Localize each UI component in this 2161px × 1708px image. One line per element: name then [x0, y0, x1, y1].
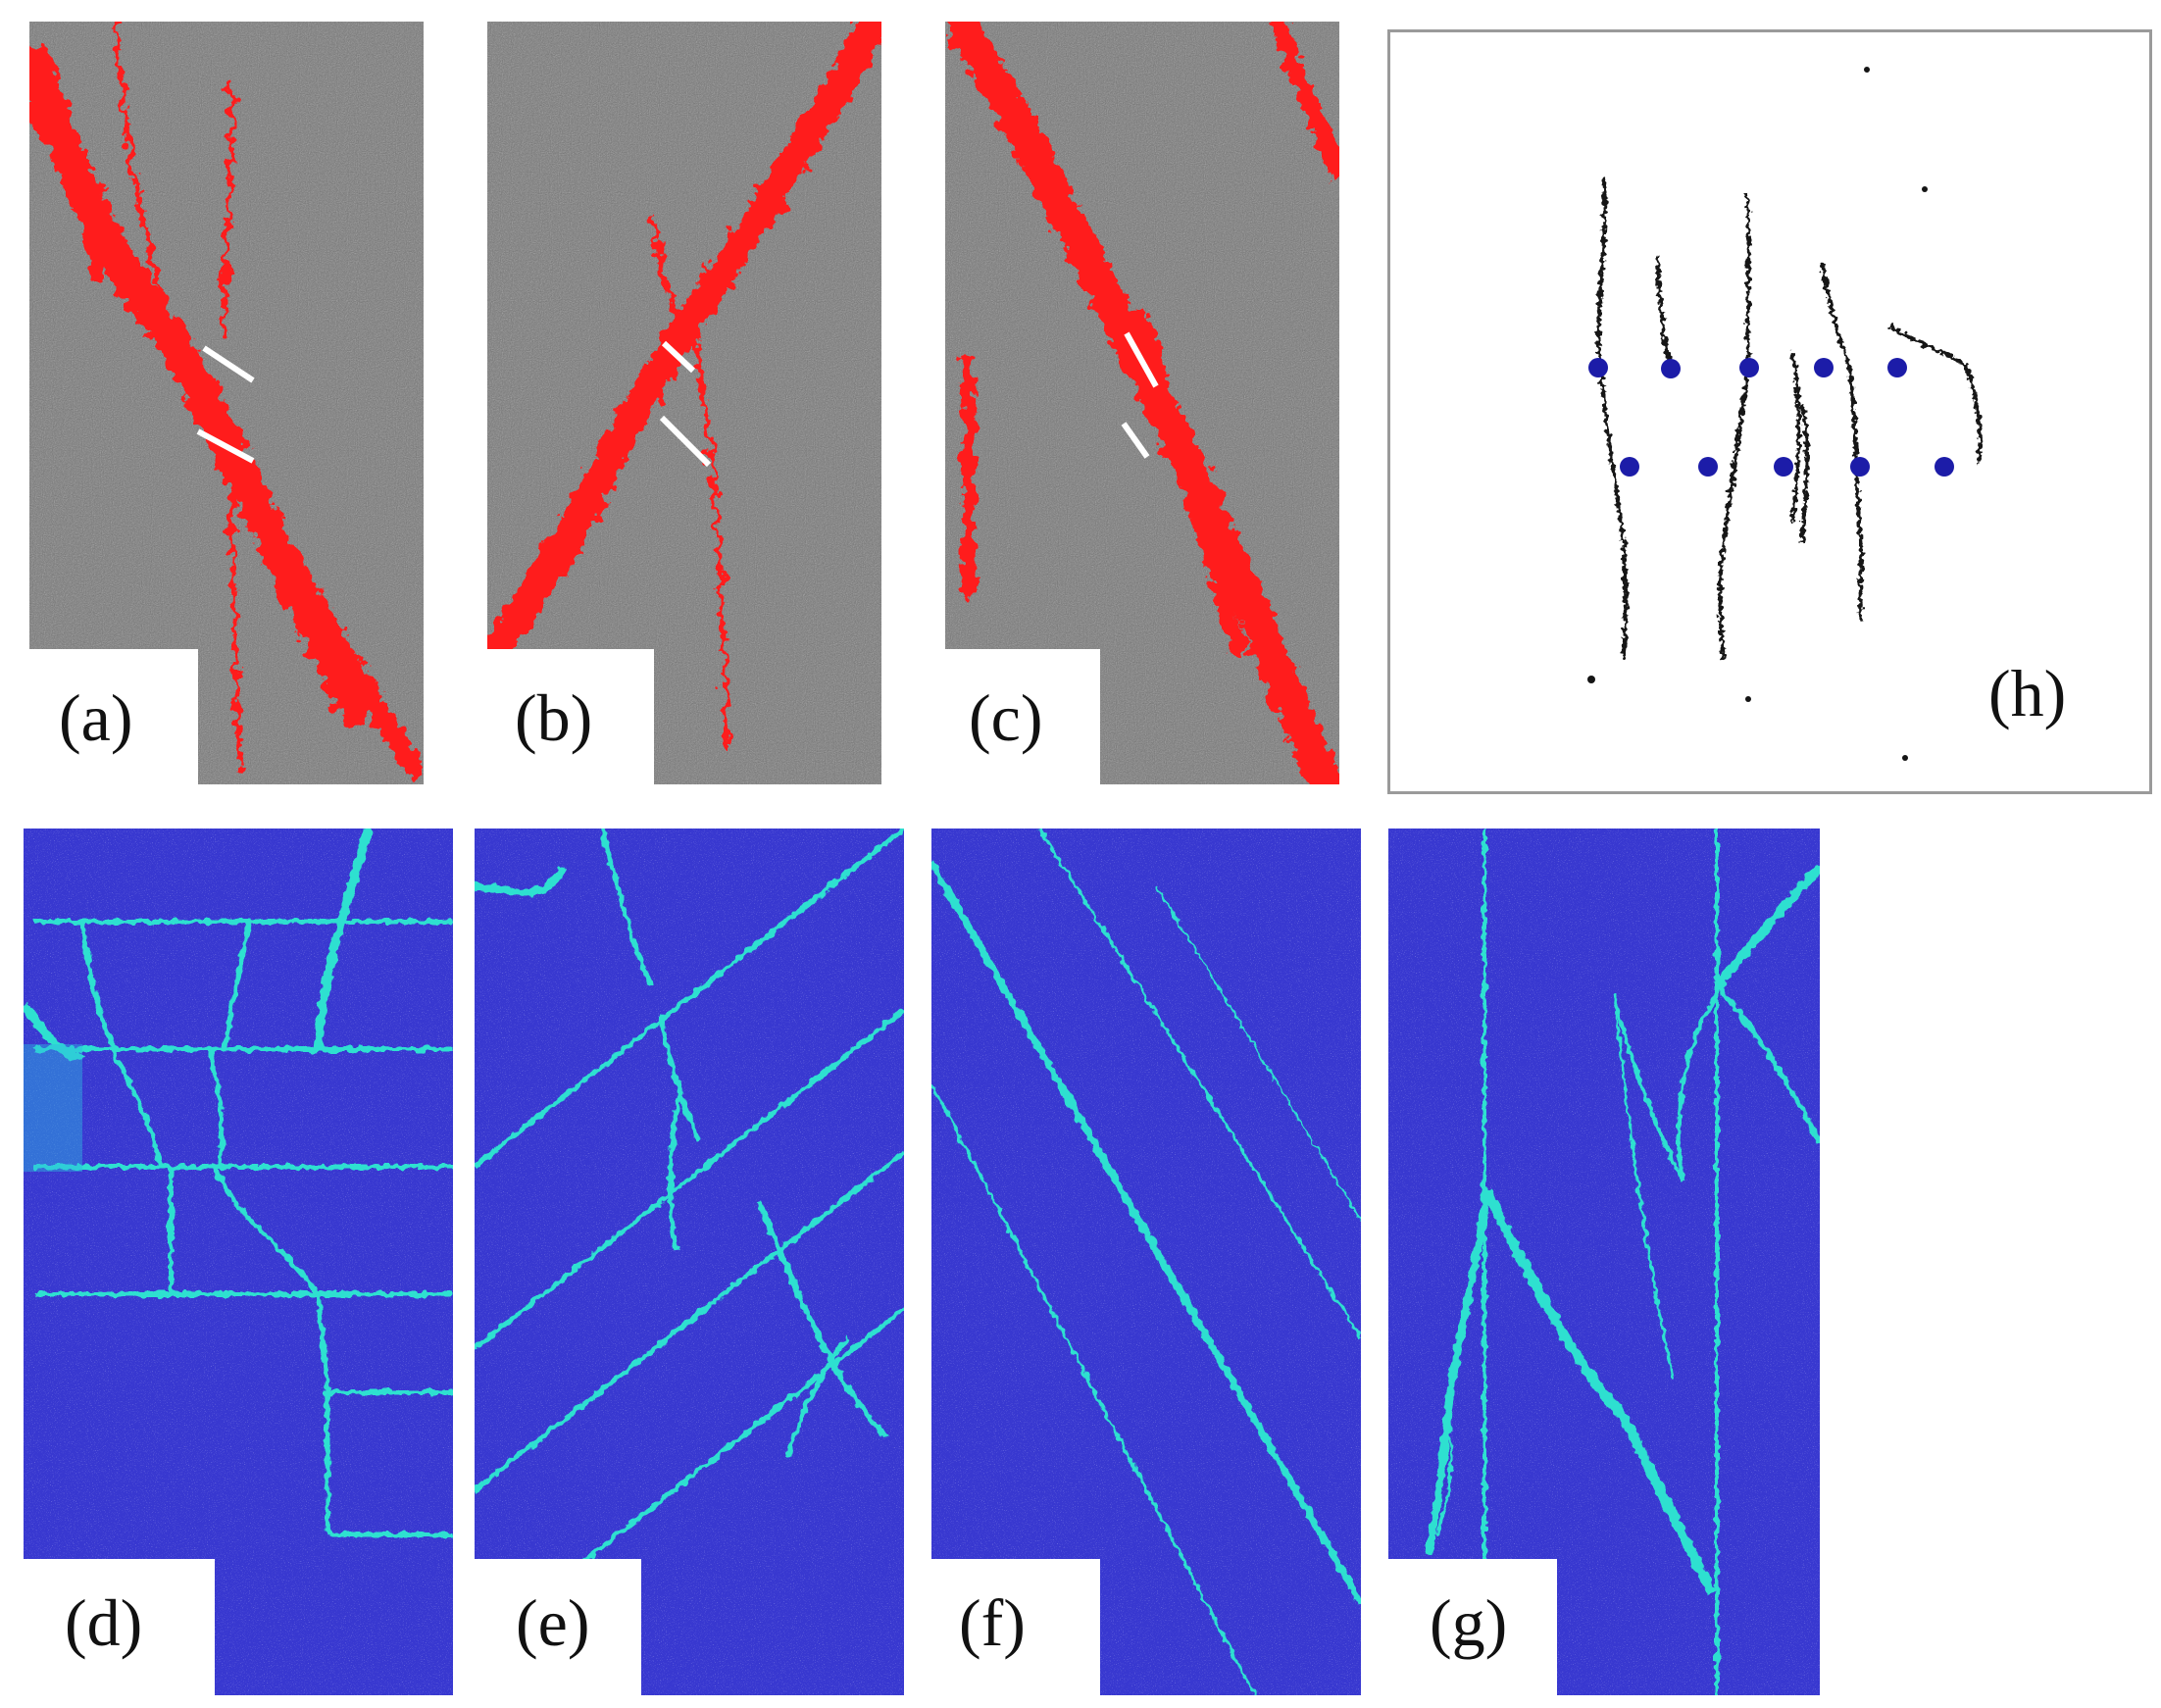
- panel-a: (a): [29, 22, 424, 784]
- panel-g: (g): [1388, 829, 1820, 1695]
- panel-f-label: (f): [959, 1585, 1026, 1660]
- crack-node: [1620, 457, 1639, 477]
- panel-d-image: [24, 829, 453, 1695]
- panel-a-label-box: [29, 649, 198, 784]
- panel-b-label: (b): [515, 680, 593, 755]
- panel-b: (b): [487, 22, 881, 784]
- panel-e-image: [475, 829, 904, 1695]
- panel-a-label: (a): [59, 680, 133, 755]
- crack-node: [1850, 457, 1870, 477]
- panel-h-crack-map: [1587, 67, 1983, 761]
- panel-c-label-box: [945, 649, 1100, 784]
- crack-node: [1887, 358, 1907, 377]
- panel-h-label: (h): [1988, 656, 2067, 730]
- crack-node: [1814, 358, 1834, 377]
- panel-g-image: [1388, 829, 1820, 1695]
- panel-f: (f): [931, 829, 1361, 1695]
- panel-d: (d): [24, 829, 453, 1695]
- crack-node: [1935, 457, 1954, 477]
- panel-d-label-box: [24, 1559, 215, 1695]
- panel-g-label: (g): [1430, 1585, 1508, 1660]
- panel-e-label: (e): [516, 1585, 590, 1660]
- panel-a-image: [29, 22, 424, 784]
- panel-d-label: (d): [65, 1585, 143, 1660]
- panel-c-image: [945, 22, 1339, 784]
- crack-node: [1661, 359, 1681, 378]
- panel-e: (e): [475, 829, 904, 1695]
- crack-node: [1774, 457, 1793, 477]
- panel-b-label-box: [487, 649, 654, 784]
- panel-h: (h): [1387, 29, 2152, 794]
- crack-node: [1739, 358, 1759, 377]
- panel-e-label-box: [475, 1559, 641, 1695]
- panel-c-label: (c): [969, 680, 1043, 755]
- panel-f-image: [931, 829, 1361, 1695]
- panel-b-image: [487, 22, 881, 784]
- panel-c: (c): [945, 22, 1339, 784]
- crack-node: [1588, 358, 1608, 377]
- panel-g-label-box: [1388, 1559, 1557, 1695]
- crack-node: [1698, 457, 1718, 477]
- panel-f-label-box: [931, 1559, 1100, 1695]
